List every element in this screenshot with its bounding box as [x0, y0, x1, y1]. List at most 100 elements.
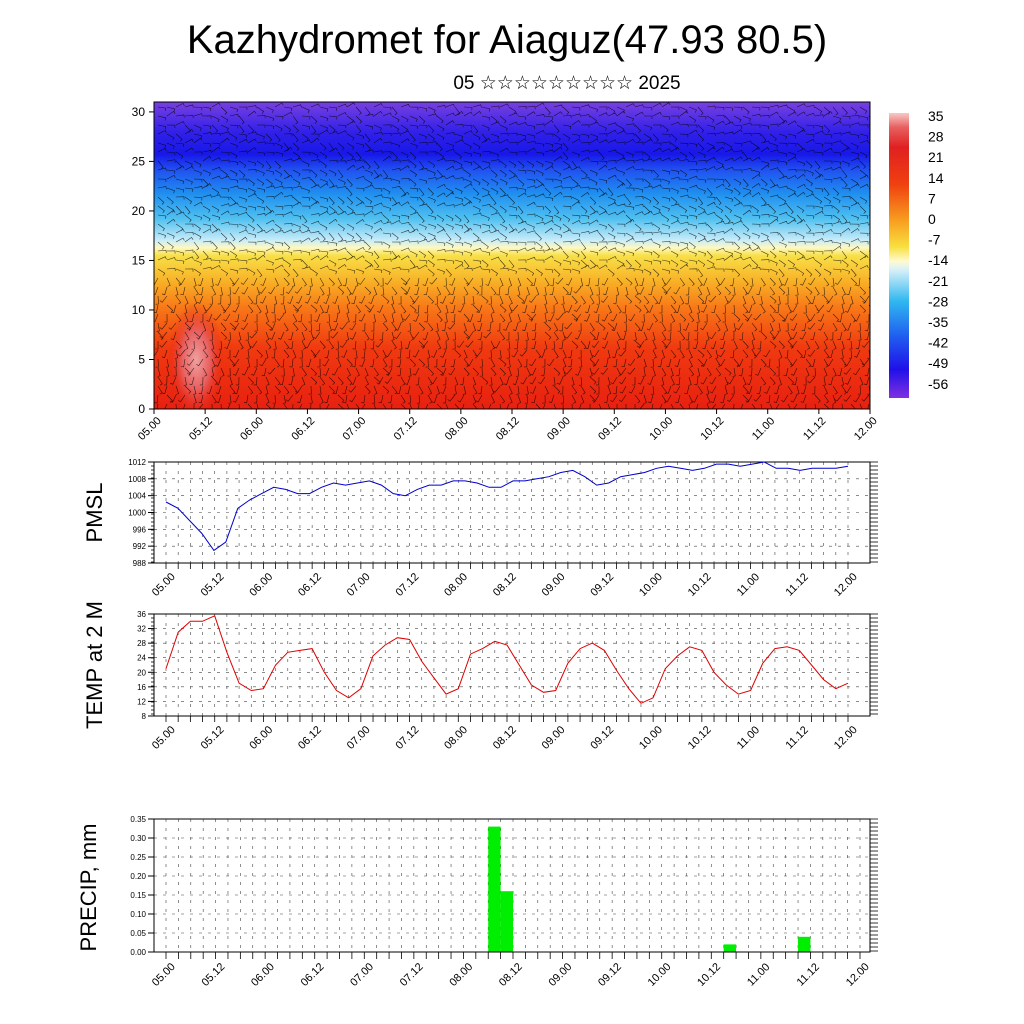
y-tick-label: 8	[142, 712, 147, 721]
y-tick-label: 988	[133, 559, 147, 568]
colorbar-label: 0	[928, 211, 936, 227]
x-tick-label: 06.12	[296, 571, 324, 599]
y-tick-label: 20	[137, 668, 146, 677]
y-tick-label: 0.30	[130, 834, 146, 843]
x-tick-label: 08.12	[494, 415, 522, 443]
heatmap-field	[154, 102, 870, 409]
y-tick-label: 15	[132, 253, 146, 267]
colorbar-label: -28	[928, 293, 948, 309]
temp-panel: 8 12 16 20 24 28 32 36 05.00 05.12 06.00 06.12 07.00…	[82, 601, 878, 752]
y-tick-label: 992	[133, 542, 147, 551]
colorbar-label: 7	[928, 190, 936, 206]
x-tick-label: 12.00	[832, 571, 860, 599]
y-tick-label: 36	[137, 610, 146, 619]
y-tick-label: 16	[137, 683, 146, 692]
x-tick-label: 05.12	[199, 961, 227, 989]
y-axis-label: TEMP at 2 M	[82, 601, 107, 729]
y-tick-label: 30	[132, 105, 146, 119]
x-tick-label: 11.12	[795, 961, 822, 988]
x-tick-label: 11.12	[783, 724, 810, 751]
x-tick-label: 09.00	[545, 415, 573, 443]
x-tick-label: 11.12	[783, 571, 810, 598]
x-tick-label: 12.00	[832, 724, 860, 752]
x-tick-label: 06.00	[247, 571, 275, 599]
colorbar-label: 21	[928, 149, 944, 165]
y-tick-label: 1004	[128, 492, 146, 501]
x-tick-label: 09.00	[546, 961, 574, 989]
y-tick-label: 20	[132, 204, 146, 218]
grid	[154, 461, 870, 564]
x-tick-label: 10.12	[695, 961, 723, 989]
x-tick-label: 08.00	[443, 415, 471, 443]
colorbar: 35 28 21 14 7 0 -7 -14 -21 -28 -35 -42 -49 -56	[889, 108, 948, 398]
colorbar-label: 35	[928, 108, 944, 124]
x-tick-label: 10.12	[698, 415, 726, 443]
precip-panel: 0.00 0.05 0.10 0.15 0.20 0.25 0.30 0.35 05.00 05.…	[76, 815, 878, 989]
x-tick-label: 09.00	[540, 724, 568, 752]
x-tick-label: 09.12	[596, 415, 624, 443]
x-tick-label: 10.12	[686, 724, 714, 752]
y-axis-label: PRECIP, mm	[76, 824, 101, 952]
x-tick-label: 06.12	[296, 724, 324, 752]
x-tick-label: 10.12	[686, 571, 714, 599]
x-tick-label: 11.00	[735, 724, 762, 751]
y-tick-label: 0	[138, 402, 145, 416]
precip-bar	[488, 826, 501, 952]
y-tick-label: 0.35	[130, 815, 146, 824]
x-tick-label: 08.00	[442, 571, 470, 599]
x-tick-label: 07.00	[348, 961, 376, 989]
y-tick-label: 0.00	[130, 948, 146, 957]
x-tick-label: 12.00	[844, 961, 872, 989]
x-tick-label: 07.12	[398, 961, 426, 989]
y-tick-label: 24	[137, 654, 146, 663]
x-tick-label: 11.00	[735, 571, 762, 598]
plot-frame	[153, 613, 871, 717]
x-tick-label: 09.12	[588, 724, 616, 752]
x-tick-label: 06.00	[238, 415, 266, 443]
x-tick-label: 11.12	[801, 415, 828, 442]
x-tick-label: 07.00	[340, 415, 368, 443]
series-line	[165, 615, 849, 704]
colorbar-label: 28	[928, 129, 944, 145]
x-tick-label: 07.12	[393, 724, 421, 752]
y-tick-label: 25	[132, 154, 146, 168]
x-tick-label: 05.00	[150, 961, 178, 989]
x-tick-label: 06.12	[299, 961, 327, 989]
heatmap-background	[154, 102, 870, 409]
colorbar-label: -35	[928, 314, 948, 330]
wind-barbs	[154, 102, 870, 409]
colorbar-label: -49	[928, 355, 948, 371]
x-tick-label: 11.00	[750, 415, 777, 442]
y-tick-label: 1012	[128, 458, 146, 467]
x-tick-label: 05.00	[136, 415, 164, 443]
page-subtitle: 05 ☆☆☆☆☆☆☆☆☆ 2025	[453, 73, 681, 94]
x-tick-label: 06.12	[289, 415, 317, 443]
colorbar-label: 14	[928, 170, 944, 186]
x-tick-label: 08.12	[491, 571, 519, 599]
x-tick-label: 08.00	[447, 961, 475, 989]
x-tick-label: 10.00	[637, 724, 665, 752]
colorbar-label: -14	[928, 252, 948, 268]
x-tick-label: 08.12	[491, 724, 519, 752]
y-tick-label: 10	[132, 303, 146, 317]
y-axis-label: PMSL	[82, 483, 107, 543]
y-tick-label: 0.05	[130, 929, 146, 938]
colorbar-label: -7	[928, 232, 941, 248]
x-tick-label: 08.00	[442, 724, 470, 752]
plot-frame	[153, 818, 871, 953]
y-tick-label: 0.10	[130, 910, 146, 919]
x-tick-label: 05.12	[199, 571, 227, 599]
x-tick-label: 09.12	[588, 571, 616, 599]
x-tick-label: 05.00	[150, 571, 178, 599]
x-tick-label: 10.00	[646, 961, 674, 989]
x-tick-label: 05.00	[150, 724, 178, 752]
y-tick-label: 0.15	[130, 891, 146, 900]
x-tick-label: 05.12	[199, 724, 227, 752]
x-tick-label: 08.12	[497, 961, 525, 989]
y-tick-label: 1000	[128, 509, 146, 518]
y-tick-label: 5	[138, 352, 145, 366]
x-tick-label: 06.00	[247, 724, 275, 752]
colorbar-label: -42	[928, 335, 948, 351]
y-tick-label: 0.20	[130, 872, 146, 881]
